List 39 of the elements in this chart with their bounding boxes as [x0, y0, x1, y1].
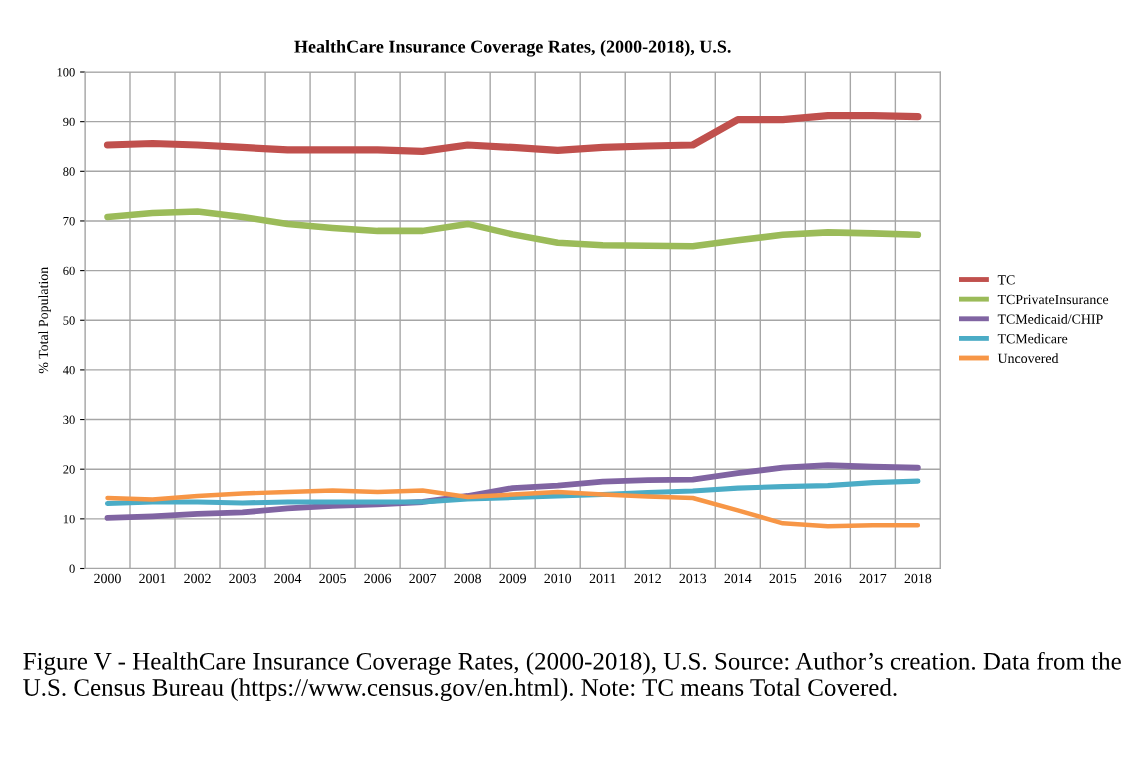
x-tick-label: 2005 — [319, 573, 346, 584]
x-tick-label: 2004 — [274, 573, 302, 584]
y-tick-label: 40 — [63, 365, 75, 375]
y-tick-label: 30 — [63, 415, 75, 425]
text: Figure V - HealthCare Insurance Coverage Rates, (2000-2018), U.S. Source: Author’s creation. Data from the U.S. Census Bureau (https://www.census.gov/en.html). Note: TC means Total Covered. — [23, 651, 1121, 702]
x-tick-label: 2010 — [544, 573, 572, 584]
y-axis-title: % Total Population — [38, 267, 51, 374]
x-tick-label: 2011 — [589, 573, 616, 584]
y-tick-label: 70 — [63, 216, 75, 226]
legend-label: TCPrivateInsurance — [997, 294, 1109, 305]
legend-label: TC — [997, 275, 1015, 285]
chart-title: HealthCare Insurance Coverage Rates, (2000-2018), U.S. — [294, 40, 731, 57]
x-tick-label: 2013 — [679, 573, 707, 584]
y-tick-label: 60 — [63, 266, 75, 276]
x-tick-label: 2018 — [904, 573, 932, 584]
y-tick-label: 80 — [63, 167, 75, 176]
y-tick-label: 10 — [63, 514, 75, 524]
x-tick-label: 2012 — [634, 573, 661, 584]
x-tick-label: 2000 — [94, 573, 121, 584]
x-tick-label: 2015 — [769, 573, 797, 584]
y-tick-label: 90 — [63, 117, 75, 127]
y-tick-label: 100 — [57, 68, 75, 77]
x-tick-label: 2016 — [814, 573, 842, 584]
x-tick-label: 2007 — [409, 573, 437, 584]
y-tick-label: 0 — [69, 564, 75, 573]
line-series — [105, 488, 921, 529]
x-tick-label: 2006 — [364, 573, 392, 584]
legend-label: Uncovered — [997, 353, 1059, 364]
legend-label: TCMedicare — [997, 333, 1068, 344]
x-tick-label: 2003 — [229, 573, 256, 584]
x-tick-label: 2001 — [139, 573, 166, 584]
x-tick-label: 2008 — [454, 573, 482, 584]
x-tick-label: 2017 — [859, 573, 887, 584]
y-tick-label: 20 — [63, 465, 75, 474]
x-tick-label: 2002 — [184, 573, 211, 584]
y-tick-label: 50 — [63, 316, 75, 325]
x-tick-label: 2009 — [499, 573, 526, 584]
legend-label: TCMedicaid/CHIP — [997, 314, 1103, 324]
x-tick-label: 2014 — [724, 573, 752, 584]
